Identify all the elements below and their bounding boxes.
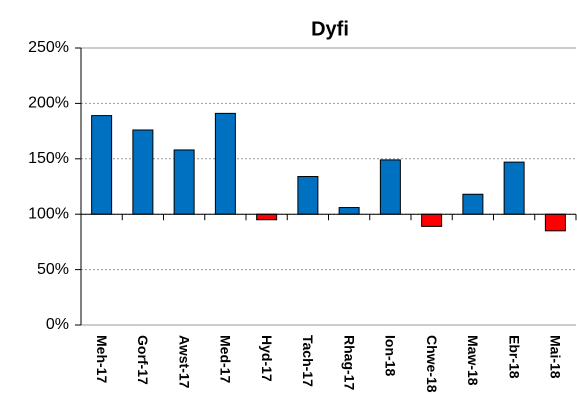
bar xyxy=(544,213,566,232)
x-tick-label: Awst-17 xyxy=(176,335,192,389)
bar xyxy=(338,207,360,215)
bar xyxy=(462,193,484,215)
bar xyxy=(132,129,154,215)
bar xyxy=(421,213,443,227)
x-tick-label: Rhag-17 xyxy=(341,335,357,390)
x-tick-label: Tach-17 xyxy=(300,335,316,387)
bar xyxy=(256,213,278,221)
x-tick-label: Chwe-18 xyxy=(424,335,440,393)
x-tick-label: Ebr-18 xyxy=(506,335,522,379)
y-tick-label: 200% xyxy=(28,95,69,112)
bar xyxy=(214,112,236,215)
x-tick-label: Gorf-17 xyxy=(135,335,151,385)
chart-title: Dyfi xyxy=(311,18,349,40)
bar xyxy=(91,115,113,215)
y-tick-label: 0% xyxy=(46,316,69,333)
x-tick-label: Hyd-17 xyxy=(259,335,275,382)
bar xyxy=(503,161,525,215)
bar xyxy=(379,159,401,215)
y-tick-label: 100% xyxy=(28,205,69,222)
x-tick-label: Meh-17 xyxy=(94,335,110,383)
y-tick-label: 250% xyxy=(28,39,69,56)
x-tick-label: Med-17 xyxy=(218,335,234,383)
x-tick-label: Maw-18 xyxy=(465,335,481,386)
bar xyxy=(297,176,319,215)
x-tick-label: Mai-18 xyxy=(548,335,564,379)
y-tick-label: 50% xyxy=(37,261,69,278)
bar xyxy=(173,149,195,215)
x-tick-label: Ion-18 xyxy=(383,335,399,376)
y-tick-label: 150% xyxy=(28,150,69,167)
